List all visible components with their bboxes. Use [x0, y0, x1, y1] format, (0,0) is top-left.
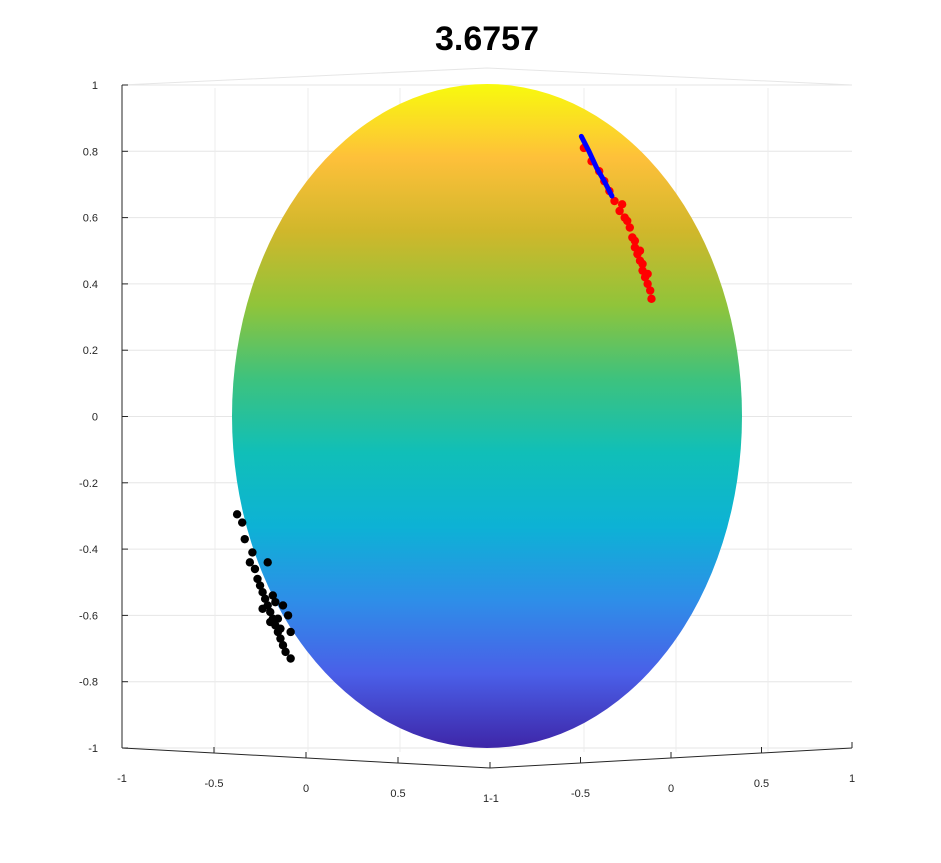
series-1: [578, 133, 615, 199]
y-axis-ticks: -1 -0.5 0 0.5 1: [489, 742, 855, 805]
z-tick-label: 1: [92, 80, 98, 92]
data-point: [283, 611, 293, 620]
data-point: [260, 594, 270, 604]
x-tick-label: 1: [483, 793, 489, 805]
data-point: [623, 216, 632, 226]
data-series: [232, 133, 656, 663]
y-tick-label: 0: [668, 783, 674, 795]
y-tick-label: -0.5: [571, 788, 590, 800]
sphere-surface: [232, 84, 742, 748]
x-tick-label: 0.5: [390, 788, 405, 800]
x-axis-ticks: -1 -0.5 0 0.5 1: [117, 742, 491, 805]
z-tick-label: 0.6: [83, 213, 98, 225]
data-point: [281, 647, 290, 657]
series-2: [232, 510, 295, 663]
data-point: [615, 206, 624, 216]
z-tick-label: 0.4: [83, 279, 98, 291]
data-point: [286, 654, 295, 663]
series-line: [578, 133, 615, 199]
data-point: [255, 581, 265, 590]
data-point: [647, 294, 656, 304]
data-point: [238, 518, 247, 527]
z-tick-label: -0.6: [79, 610, 98, 622]
x-tick-label: -0.5: [205, 778, 224, 790]
data-point: [646, 286, 655, 295]
data-point: [250, 564, 260, 574]
data-point: [278, 641, 288, 650]
z-tick-label: -0.4: [79, 544, 98, 556]
data-point: [253, 574, 262, 584]
z-tick-label: -0.2: [79, 478, 98, 490]
data-point: [258, 604, 267, 613]
y-tick-label: -1: [489, 793, 499, 805]
x-tick-label: -1: [117, 773, 127, 785]
data-point: [617, 200, 627, 209]
data-point: [638, 259, 647, 269]
data-point: [266, 607, 275, 617]
z-tick-label: 0: [92, 412, 98, 424]
data-point: [630, 236, 640, 246]
grid-line: [121, 67, 853, 86]
data-point: [276, 634, 285, 643]
z-tick-label: -1: [88, 743, 98, 755]
data-point: [271, 597, 280, 607]
data-point: [286, 627, 295, 637]
chart-title: 3.6757: [435, 20, 539, 58]
data-point: [635, 246, 645, 255]
data-point: [266, 617, 275, 627]
data-point: [273, 614, 283, 623]
z-tick-label: 0.8: [83, 146, 98, 158]
data-point: [245, 558, 255, 567]
data-point: [643, 269, 652, 279]
z-tick-label: -0.8: [79, 677, 98, 689]
data-point: [625, 223, 634, 232]
data-point: [643, 279, 652, 289]
x-tick-label: 0: [303, 783, 309, 795]
data-point: [278, 601, 288, 610]
z-axis-ticks: 1 0.8 0.6 0.4 0.2 0 -0.2 -0.4 -0.6 -0.8 -1: [79, 80, 128, 755]
data-point: [258, 587, 267, 597]
data-point: [610, 196, 619, 206]
data-point: [263, 558, 272, 567]
data-point: [268, 591, 277, 600]
z-tick-label: 0.2: [83, 345, 98, 357]
data-point: [276, 624, 285, 633]
y-tick-label: 1: [849, 773, 855, 785]
data-point: [232, 510, 242, 519]
data-point: [240, 534, 249, 544]
data-point: [248, 548, 257, 557]
y-tick-label: 0.5: [754, 778, 769, 790]
